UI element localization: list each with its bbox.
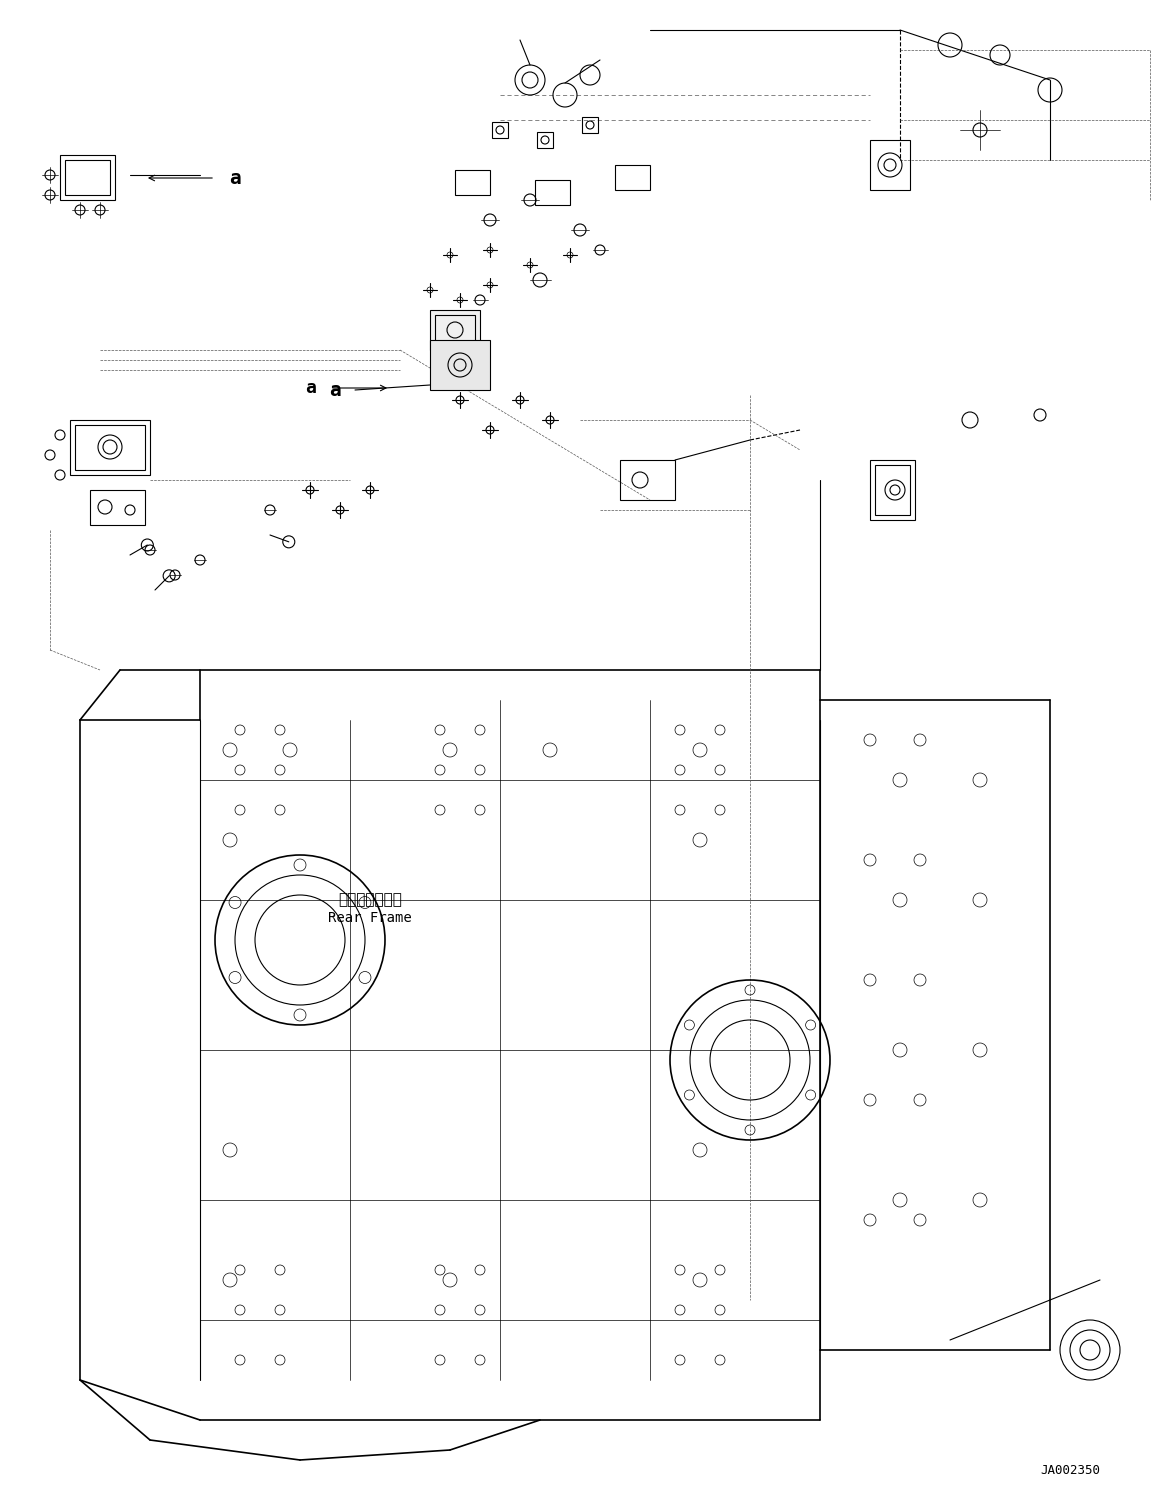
Bar	[90, 491, 145, 525]
Bar	[537, 133, 553, 148]
Bar	[60, 155, 115, 200]
Bar	[71, 420, 150, 476]
Bar	[875, 465, 911, 514]
Bar	[620, 461, 675, 499]
Bar	[870, 461, 915, 520]
Bar	[870, 140, 911, 189]
Text: リヤーフレーム: リヤーフレーム	[338, 893, 401, 908]
Bar	[535, 180, 570, 204]
Bar	[582, 116, 598, 133]
Bar	[430, 340, 491, 391]
Bar	[75, 425, 145, 470]
Text: Rear Frame: Rear Frame	[329, 911, 412, 924]
Text: JA002350: JA002350	[1040, 1464, 1100, 1476]
Bar	[435, 315, 476, 344]
Text: a: a	[229, 168, 241, 188]
Text: a: a	[329, 380, 341, 400]
Text: a: a	[305, 379, 316, 397]
Bar	[492, 122, 508, 139]
Bar	[65, 160, 110, 195]
Bar	[430, 310, 480, 350]
Bar	[455, 170, 491, 195]
Bar	[616, 166, 650, 189]
